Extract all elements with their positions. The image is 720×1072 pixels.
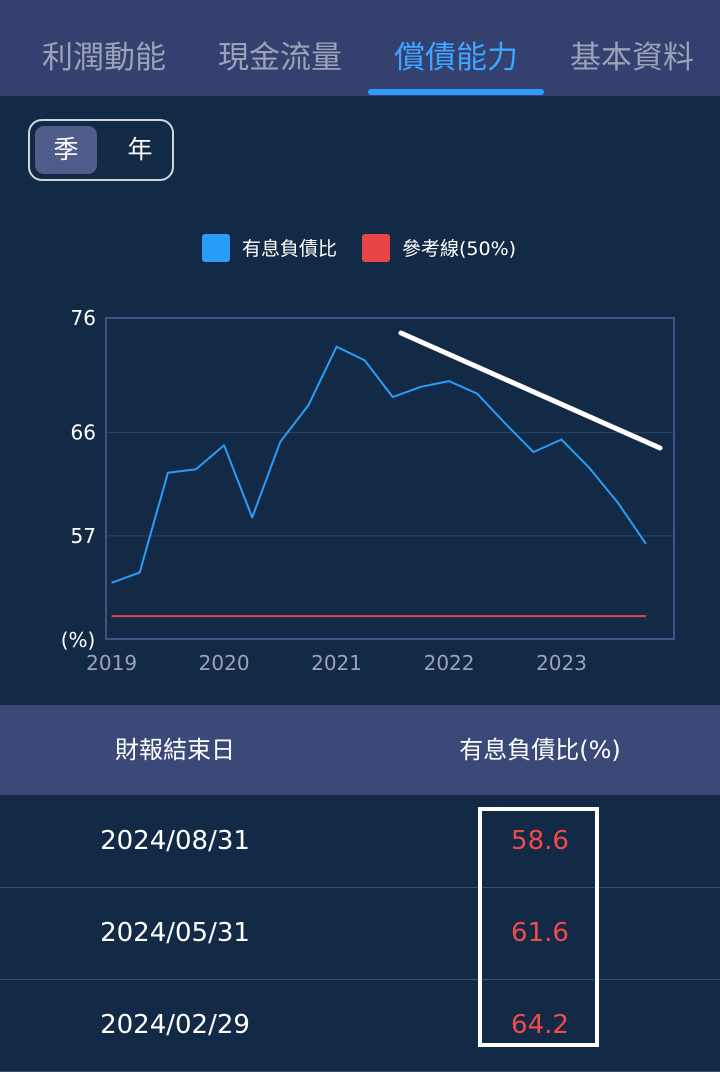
column-header-debt-ratio: 有息負債比(%) bbox=[459, 736, 621, 764]
row-date: 2024/05/31 bbox=[100, 918, 250, 948]
plot-frame bbox=[105, 317, 675, 640]
value-highlight-box bbox=[478, 807, 599, 1047]
period-toggle: 季 年 bbox=[28, 119, 174, 181]
row-value: 58.6 bbox=[511, 826, 569, 856]
active-tab-indicator bbox=[368, 89, 544, 95]
chart-grid bbox=[106, 432, 674, 537]
row-value: 64.2 bbox=[511, 1010, 569, 1040]
legend-swatch-red bbox=[362, 233, 390, 262]
top-tab-bar: 利潤動能 現金流量 償債能力 基本資料 bbox=[0, 0, 720, 96]
table-row[interactable]: 2024/02/29 64.2 bbox=[0, 979, 720, 1072]
legend-label-reference: 參考線(50%) bbox=[402, 238, 517, 260]
period-quarter-button[interactable]: 季 bbox=[35, 126, 97, 174]
row-value: 61.6 bbox=[511, 918, 569, 948]
row-date: 2024/02/29 bbox=[100, 1010, 250, 1040]
legend-label-debt-ratio: 有息負債比 bbox=[242, 238, 338, 260]
x-tick-label: 2020 bbox=[199, 651, 250, 675]
tab-profit-momentum[interactable]: 利潤動能 bbox=[42, 40, 166, 76]
y-axis-ticks: 57 66 76 bbox=[71, 306, 96, 548]
x-axis-ticks: 2019 2020 2021 2022 2023 bbox=[86, 651, 587, 675]
y-axis-label: (%) bbox=[61, 628, 96, 652]
table-header: 財報結束日 有息負債比(%) bbox=[0, 705, 720, 795]
legend-swatch-blue bbox=[202, 233, 230, 262]
debt-ratio-series-line bbox=[111, 345, 647, 584]
row-date: 2024/08/31 bbox=[100, 826, 250, 856]
y-tick-label: 76 bbox=[71, 306, 96, 330]
x-tick-label: 2019 bbox=[86, 651, 137, 675]
tab-basic-info[interactable]: 基本資料 bbox=[570, 40, 694, 76]
column-header-report-date: 財報結束日 bbox=[115, 736, 235, 764]
table-row[interactable]: 2024/08/31 58.6 bbox=[0, 795, 720, 888]
y-tick-label: 57 bbox=[71, 524, 96, 548]
x-tick-label: 2022 bbox=[424, 651, 475, 675]
tab-solvency[interactable]: 償債能力 bbox=[394, 40, 518, 76]
trend-annotation-line bbox=[398, 330, 663, 451]
tab-cash-flow[interactable]: 現金流量 bbox=[218, 40, 342, 76]
x-tick-label: 2023 bbox=[536, 651, 587, 675]
period-year-button[interactable]: 年 bbox=[127, 135, 153, 164]
chart-series bbox=[111, 345, 647, 618]
legend-item-debt-ratio: 有息負債比 bbox=[202, 233, 337, 265]
x-tick-label: 2021 bbox=[311, 651, 362, 675]
debt-ratio-chart: 57 66 76 (%) 2019 2020 2021 2022 2023 bbox=[61, 306, 675, 675]
table-row[interactable]: 2024/05/31 61.6 bbox=[0, 887, 720, 980]
y-tick-label: 66 bbox=[71, 421, 96, 445]
legend-item-reference: 參考線(50%) bbox=[362, 233, 516, 265]
